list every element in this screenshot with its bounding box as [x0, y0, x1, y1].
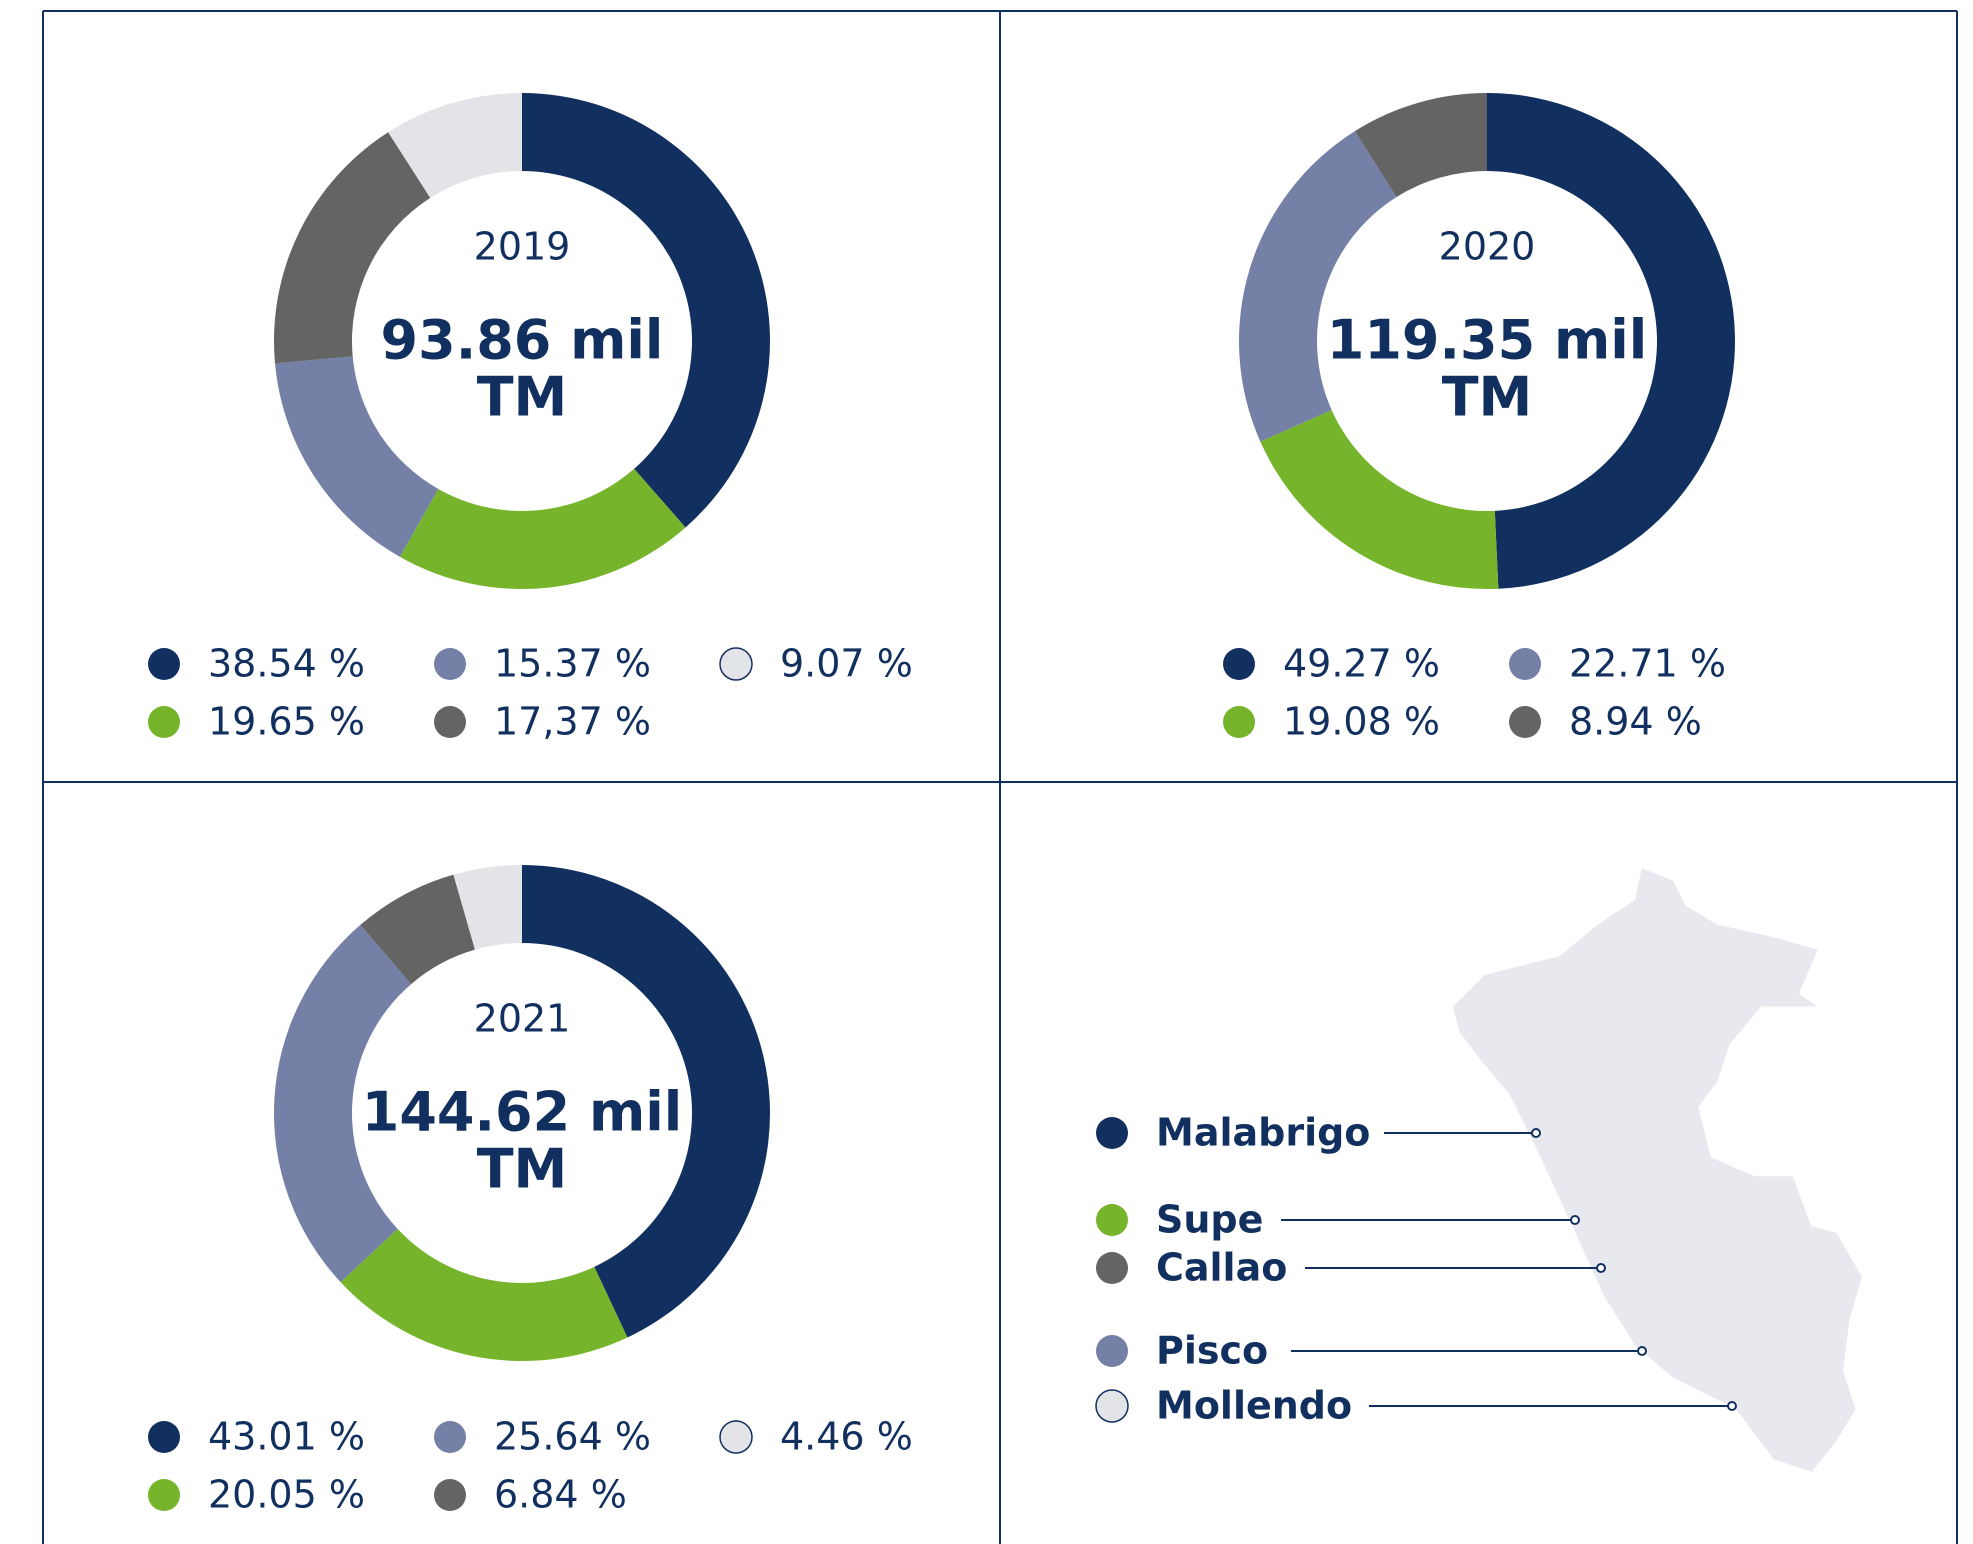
year-title: 2020 — [1439, 225, 1536, 269]
legend-dot — [148, 648, 180, 680]
legend-dot — [434, 648, 466, 680]
legend-dot — [1509, 706, 1541, 738]
donut-segment — [1260, 409, 1499, 589]
total-label: 119.35 mil — [1327, 309, 1647, 372]
legend-dot — [434, 1479, 466, 1511]
value-label: 49.27 % — [1283, 642, 1440, 686]
total-label: TM — [1442, 366, 1533, 429]
donut-segment — [1487, 93, 1736, 589]
year-title: 2019 — [474, 225, 571, 269]
value-label: 22.71 % — [1569, 642, 1726, 686]
total-label: 144.62 mil — [362, 1081, 682, 1144]
port-location — [1727, 1401, 1737, 1411]
port-dot — [1096, 1335, 1128, 1367]
value-label: 4.46 % — [780, 1415, 913, 1459]
map-of-peru — [1452, 868, 1862, 1472]
donut-segment — [1354, 93, 1487, 198]
legend-dot — [719, 1420, 753, 1454]
legend-dot — [434, 1421, 466, 1453]
port-name: Supe — [1156, 1198, 1263, 1242]
value-label: 19.08 % — [1283, 700, 1440, 744]
legend-dot — [148, 1479, 180, 1511]
donut-segment — [1238, 131, 1397, 442]
value-label: 38.54 % — [208, 642, 365, 686]
value-label: 15.37 % — [494, 642, 651, 686]
value-label: 25.64 % — [494, 1415, 651, 1459]
donut-segment — [275, 356, 439, 557]
legend-dot — [1223, 648, 1255, 680]
donut-segment — [360, 874, 475, 985]
port-name: Pisco — [1156, 1329, 1268, 1373]
value-label: 17,37 % — [494, 700, 651, 744]
donut-segment — [522, 93, 770, 528]
map-shape — [1452, 868, 1862, 1472]
port-dot — [1096, 1117, 1128, 1149]
legend-dot — [148, 1421, 180, 1453]
total-label: TM — [477, 366, 568, 429]
value-label: 43.01 % — [208, 1415, 365, 1459]
port-location — [1596, 1263, 1606, 1273]
port-dot — [1096, 1252, 1128, 1284]
donut-segment — [388, 93, 522, 198]
total-label: 93.86 mil — [381, 309, 664, 372]
legend-dot — [434, 706, 466, 738]
year-title: 2021 — [474, 997, 571, 1041]
total-label: TM — [477, 1138, 568, 1201]
donut-segment — [340, 1228, 628, 1361]
donut-segment — [453, 865, 522, 950]
value-label: 6.84 % — [494, 1473, 627, 1517]
donut-segment — [399, 468, 686, 589]
port-location — [1637, 1346, 1647, 1356]
legend-dot — [719, 647, 753, 681]
legend-dot — [148, 706, 180, 738]
port-name: Mollendo — [1156, 1384, 1352, 1428]
port-name: Malabrigo — [1156, 1111, 1370, 1155]
donut-segment — [522, 865, 770, 1338]
port-dot — [1095, 1389, 1129, 1423]
legend-dot — [1509, 648, 1541, 680]
value-label: 20.05 % — [208, 1473, 365, 1517]
value-label: 9.07 % — [780, 642, 913, 686]
value-label: 8.94 % — [1569, 700, 1702, 744]
legend-dot — [1223, 706, 1255, 738]
port-location — [1531, 1128, 1541, 1138]
port-name: Callao — [1156, 1246, 1287, 1290]
value-label: 19.65 % — [208, 700, 365, 744]
port-location — [1570, 1215, 1580, 1225]
port-dot — [1096, 1204, 1128, 1236]
donut-segment — [274, 132, 431, 364]
donut-segment — [274, 924, 412, 1283]
